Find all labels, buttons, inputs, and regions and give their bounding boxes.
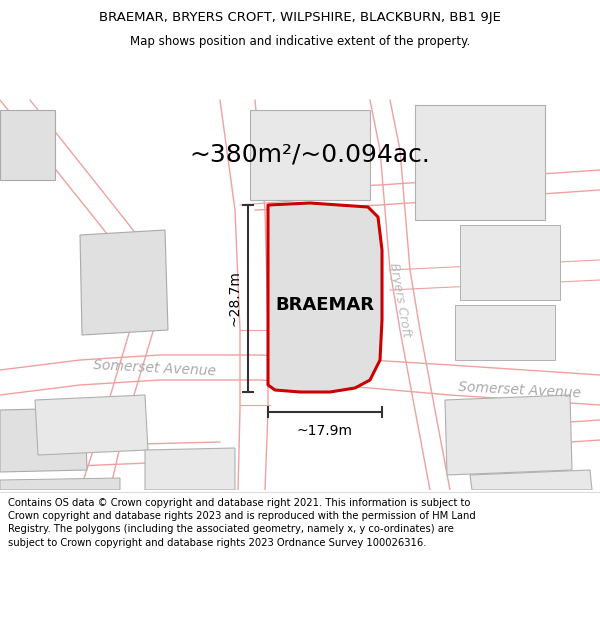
Polygon shape	[455, 305, 555, 360]
Polygon shape	[0, 408, 87, 472]
Polygon shape	[0, 478, 120, 490]
Polygon shape	[250, 110, 370, 200]
Text: ~28.7m: ~28.7m	[227, 271, 241, 326]
Text: Contains OS data © Crown copyright and database right 2021. This information is : Contains OS data © Crown copyright and d…	[8, 498, 476, 548]
Text: BRAEMAR: BRAEMAR	[275, 296, 374, 314]
Text: ~17.9m: ~17.9m	[297, 424, 353, 438]
Polygon shape	[0, 110, 55, 180]
Polygon shape	[145, 448, 235, 490]
Polygon shape	[35, 395, 148, 455]
Polygon shape	[268, 203, 382, 392]
Polygon shape	[80, 230, 168, 335]
Polygon shape	[415, 105, 545, 220]
Text: Bryers Croft: Bryers Croft	[387, 262, 413, 338]
Text: ~380m²/~0.094ac.: ~380m²/~0.094ac.	[190, 143, 430, 167]
Polygon shape	[470, 470, 592, 490]
Polygon shape	[445, 395, 572, 475]
Polygon shape	[460, 225, 560, 300]
Text: BRAEMAR, BRYERS CROFT, WILPSHIRE, BLACKBURN, BB1 9JE: BRAEMAR, BRYERS CROFT, WILPSHIRE, BLACKB…	[99, 11, 501, 24]
Text: Somerset Avenue: Somerset Avenue	[458, 380, 582, 400]
Polygon shape	[0, 50, 600, 490]
Text: Somerset Avenue: Somerset Avenue	[93, 357, 217, 378]
Text: Map shows position and indicative extent of the property.: Map shows position and indicative extent…	[130, 35, 470, 48]
